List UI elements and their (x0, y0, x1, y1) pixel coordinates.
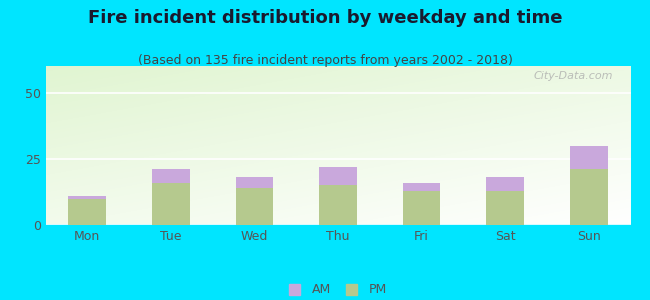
Text: City-Data.com: City-Data.com (534, 71, 613, 81)
Bar (235, 188, 273, 225)
Bar (403, 190, 440, 225)
Bar (152, 169, 190, 183)
Text: (Based on 135 fire incident reports from years 2002 - 2018): (Based on 135 fire incident reports from… (138, 54, 512, 67)
Legend: AM, PM: AM, PM (284, 278, 392, 300)
Bar (235, 177, 273, 188)
Bar (319, 185, 357, 225)
Bar (486, 190, 524, 225)
Bar (152, 183, 190, 225)
Bar (570, 146, 608, 169)
Bar (319, 167, 357, 185)
Bar (486, 177, 524, 190)
Text: Fire incident distribution by weekday and time: Fire incident distribution by weekday an… (88, 9, 562, 27)
Bar (68, 196, 106, 199)
Bar (403, 183, 440, 190)
Bar (68, 199, 106, 225)
Bar (570, 169, 608, 225)
